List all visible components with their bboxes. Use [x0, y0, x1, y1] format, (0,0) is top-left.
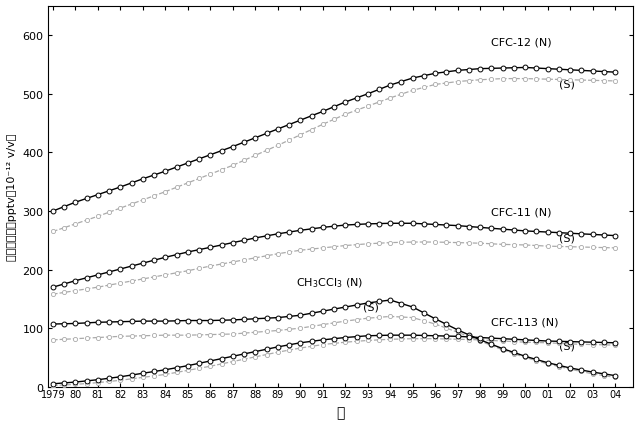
X-axis label: 年: 年 [337, 405, 345, 419]
Text: (S): (S) [559, 79, 575, 89]
Text: (S): (S) [559, 233, 575, 242]
Text: CFC-113 (N): CFC-113 (N) [492, 317, 559, 327]
Text: (S): (S) [364, 302, 379, 311]
Text: (S): (S) [559, 341, 575, 351]
Text: CH$_3$CCl$_3$ (N): CH$_3$CCl$_3$ (N) [296, 276, 363, 289]
Y-axis label: 大気中濃度（pptv＝10⁻¹² v/v）: 大気中濃度（pptv＝10⁻¹² v/v） [7, 133, 17, 260]
Text: CFC-11 (N): CFC-11 (N) [492, 207, 552, 217]
Text: CFC-12 (N): CFC-12 (N) [492, 38, 552, 48]
